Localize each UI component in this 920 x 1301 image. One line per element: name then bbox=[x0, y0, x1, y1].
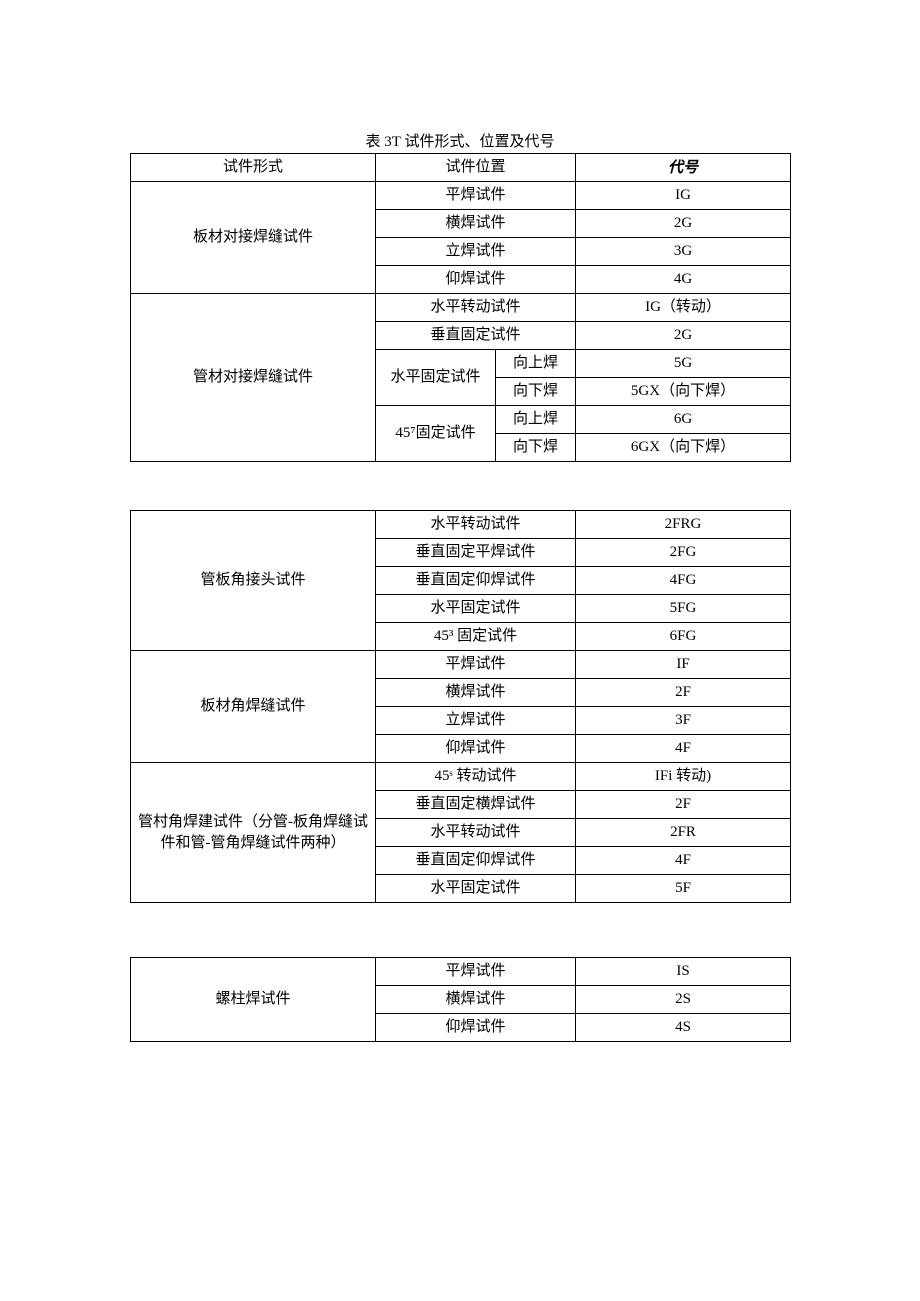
table-row: 管材对接焊缝试件 水平转动试件 IG（转动） bbox=[131, 294, 791, 322]
code-cell: IG（转动） bbox=[576, 294, 791, 322]
position-cell: 立焊试件 bbox=[376, 707, 576, 735]
table-row: 管板角接头试件 水平转动试件 2FRG bbox=[131, 511, 791, 539]
position-cell: 垂直固定试件 bbox=[376, 322, 576, 350]
position-cell: 垂直固定平焊试件 bbox=[376, 539, 576, 567]
form-cell: 管材对接焊缝试件 bbox=[131, 294, 376, 462]
direction-cell: 向上焊 bbox=[496, 406, 576, 434]
position-cell: 仰焊试件 bbox=[376, 266, 576, 294]
form-cell: 螺柱焊试件 bbox=[131, 958, 376, 1042]
form-cell: 板材角焊缝试件 bbox=[131, 651, 376, 763]
position-cell: 水平固定试件 bbox=[376, 350, 496, 406]
code-cell: IFi 转动) bbox=[576, 763, 791, 791]
table-2: 管板角接头试件 水平转动试件 2FRG 垂直固定平焊试件 2FG 垂直固定仰焊试… bbox=[130, 510, 791, 903]
position-cell: 横焊试件 bbox=[376, 986, 576, 1014]
code-cell: IS bbox=[576, 958, 791, 986]
header-form: 试件形式 bbox=[131, 154, 376, 182]
code-cell: 4F bbox=[576, 735, 791, 763]
code-cell: 2G bbox=[576, 210, 791, 238]
position-cell: 水平转动试件 bbox=[376, 819, 576, 847]
position-cell: 垂直固定横焊试件 bbox=[376, 791, 576, 819]
position-cell: 水平转动试件 bbox=[376, 294, 576, 322]
code-cell: 2FG bbox=[576, 539, 791, 567]
code-cell: 2F bbox=[576, 679, 791, 707]
position-cell: 垂直固定仰焊试件 bbox=[376, 567, 576, 595]
position-cell: 水平转动试件 bbox=[376, 511, 576, 539]
position-cell: 45³ 固定试件 bbox=[376, 623, 576, 651]
table-title: 表 3T 试件形式、位置及代号 bbox=[130, 130, 790, 151]
form-cell: 管村角焊建试件（分管-板角焊缝试件和管-管角焊缝试件两种） bbox=[131, 763, 376, 903]
position-cell: 平焊试件 bbox=[376, 182, 576, 210]
code-cell: IG bbox=[576, 182, 791, 210]
code-cell: 6GX（向下焊） bbox=[576, 434, 791, 462]
code-cell: 3G bbox=[576, 238, 791, 266]
direction-cell: 向下焊 bbox=[496, 434, 576, 462]
code-cell: 4FG bbox=[576, 567, 791, 595]
table-row: 板材角焊缝试件 平焊试件 IF bbox=[131, 651, 791, 679]
code-cell: 2FRG bbox=[576, 511, 791, 539]
position-cell: 仰焊试件 bbox=[376, 1014, 576, 1042]
header-code: 代号 bbox=[576, 154, 791, 182]
position-cell: 45⁷固定试件 bbox=[376, 406, 496, 462]
table-3: 螺柱焊试件 平焊试件 IS 横焊试件 2S 仰焊试件 4S bbox=[130, 957, 791, 1042]
code-cell: 4S bbox=[576, 1014, 791, 1042]
position-cell: 水平固定试件 bbox=[376, 875, 576, 903]
direction-cell: 向下焊 bbox=[496, 378, 576, 406]
code-cell: 4F bbox=[576, 847, 791, 875]
position-cell: 平焊试件 bbox=[376, 958, 576, 986]
code-cell: 5F bbox=[576, 875, 791, 903]
position-cell: 仰焊试件 bbox=[376, 735, 576, 763]
position-cell: 45ˢ 转动试件 bbox=[376, 763, 576, 791]
code-cell: 2FR bbox=[576, 819, 791, 847]
header-position: 试件位置 bbox=[376, 154, 576, 182]
table-row: 板材对接焊缝试件 平焊试件 IG bbox=[131, 182, 791, 210]
form-cell: 板材对接焊缝试件 bbox=[131, 182, 376, 294]
code-cell: 5FG bbox=[576, 595, 791, 623]
position-cell: 横焊试件 bbox=[376, 679, 576, 707]
position-cell: 垂直固定仰焊试件 bbox=[376, 847, 576, 875]
code-cell: 3F bbox=[576, 707, 791, 735]
table-row: 管村角焊建试件（分管-板角焊缝试件和管-管角焊缝试件两种） 45ˢ 转动试件 I… bbox=[131, 763, 791, 791]
code-cell: IF bbox=[576, 651, 791, 679]
table-header-row: 试件形式 试件位置 代号 bbox=[131, 154, 791, 182]
code-cell: 6G bbox=[576, 406, 791, 434]
spacer bbox=[130, 903, 790, 957]
table-1: 试件形式 试件位置 代号 板材对接焊缝试件 平焊试件 IG 横焊试件 2G 立焊… bbox=[130, 153, 791, 462]
code-cell: 2F bbox=[576, 791, 791, 819]
code-cell: 4G bbox=[576, 266, 791, 294]
position-cell: 水平固定试件 bbox=[376, 595, 576, 623]
direction-cell: 向上焊 bbox=[496, 350, 576, 378]
code-cell: 2G bbox=[576, 322, 791, 350]
position-cell: 横焊试件 bbox=[376, 210, 576, 238]
position-cell: 平焊试件 bbox=[376, 651, 576, 679]
code-cell: 6FG bbox=[576, 623, 791, 651]
spacer bbox=[130, 462, 790, 510]
form-cell: 管板角接头试件 bbox=[131, 511, 376, 651]
code-cell: 5G bbox=[576, 350, 791, 378]
table-row: 螺柱焊试件 平焊试件 IS bbox=[131, 958, 791, 986]
code-cell: 5GX（向下焊） bbox=[576, 378, 791, 406]
position-cell: 立焊试件 bbox=[376, 238, 576, 266]
code-cell: 2S bbox=[576, 986, 791, 1014]
